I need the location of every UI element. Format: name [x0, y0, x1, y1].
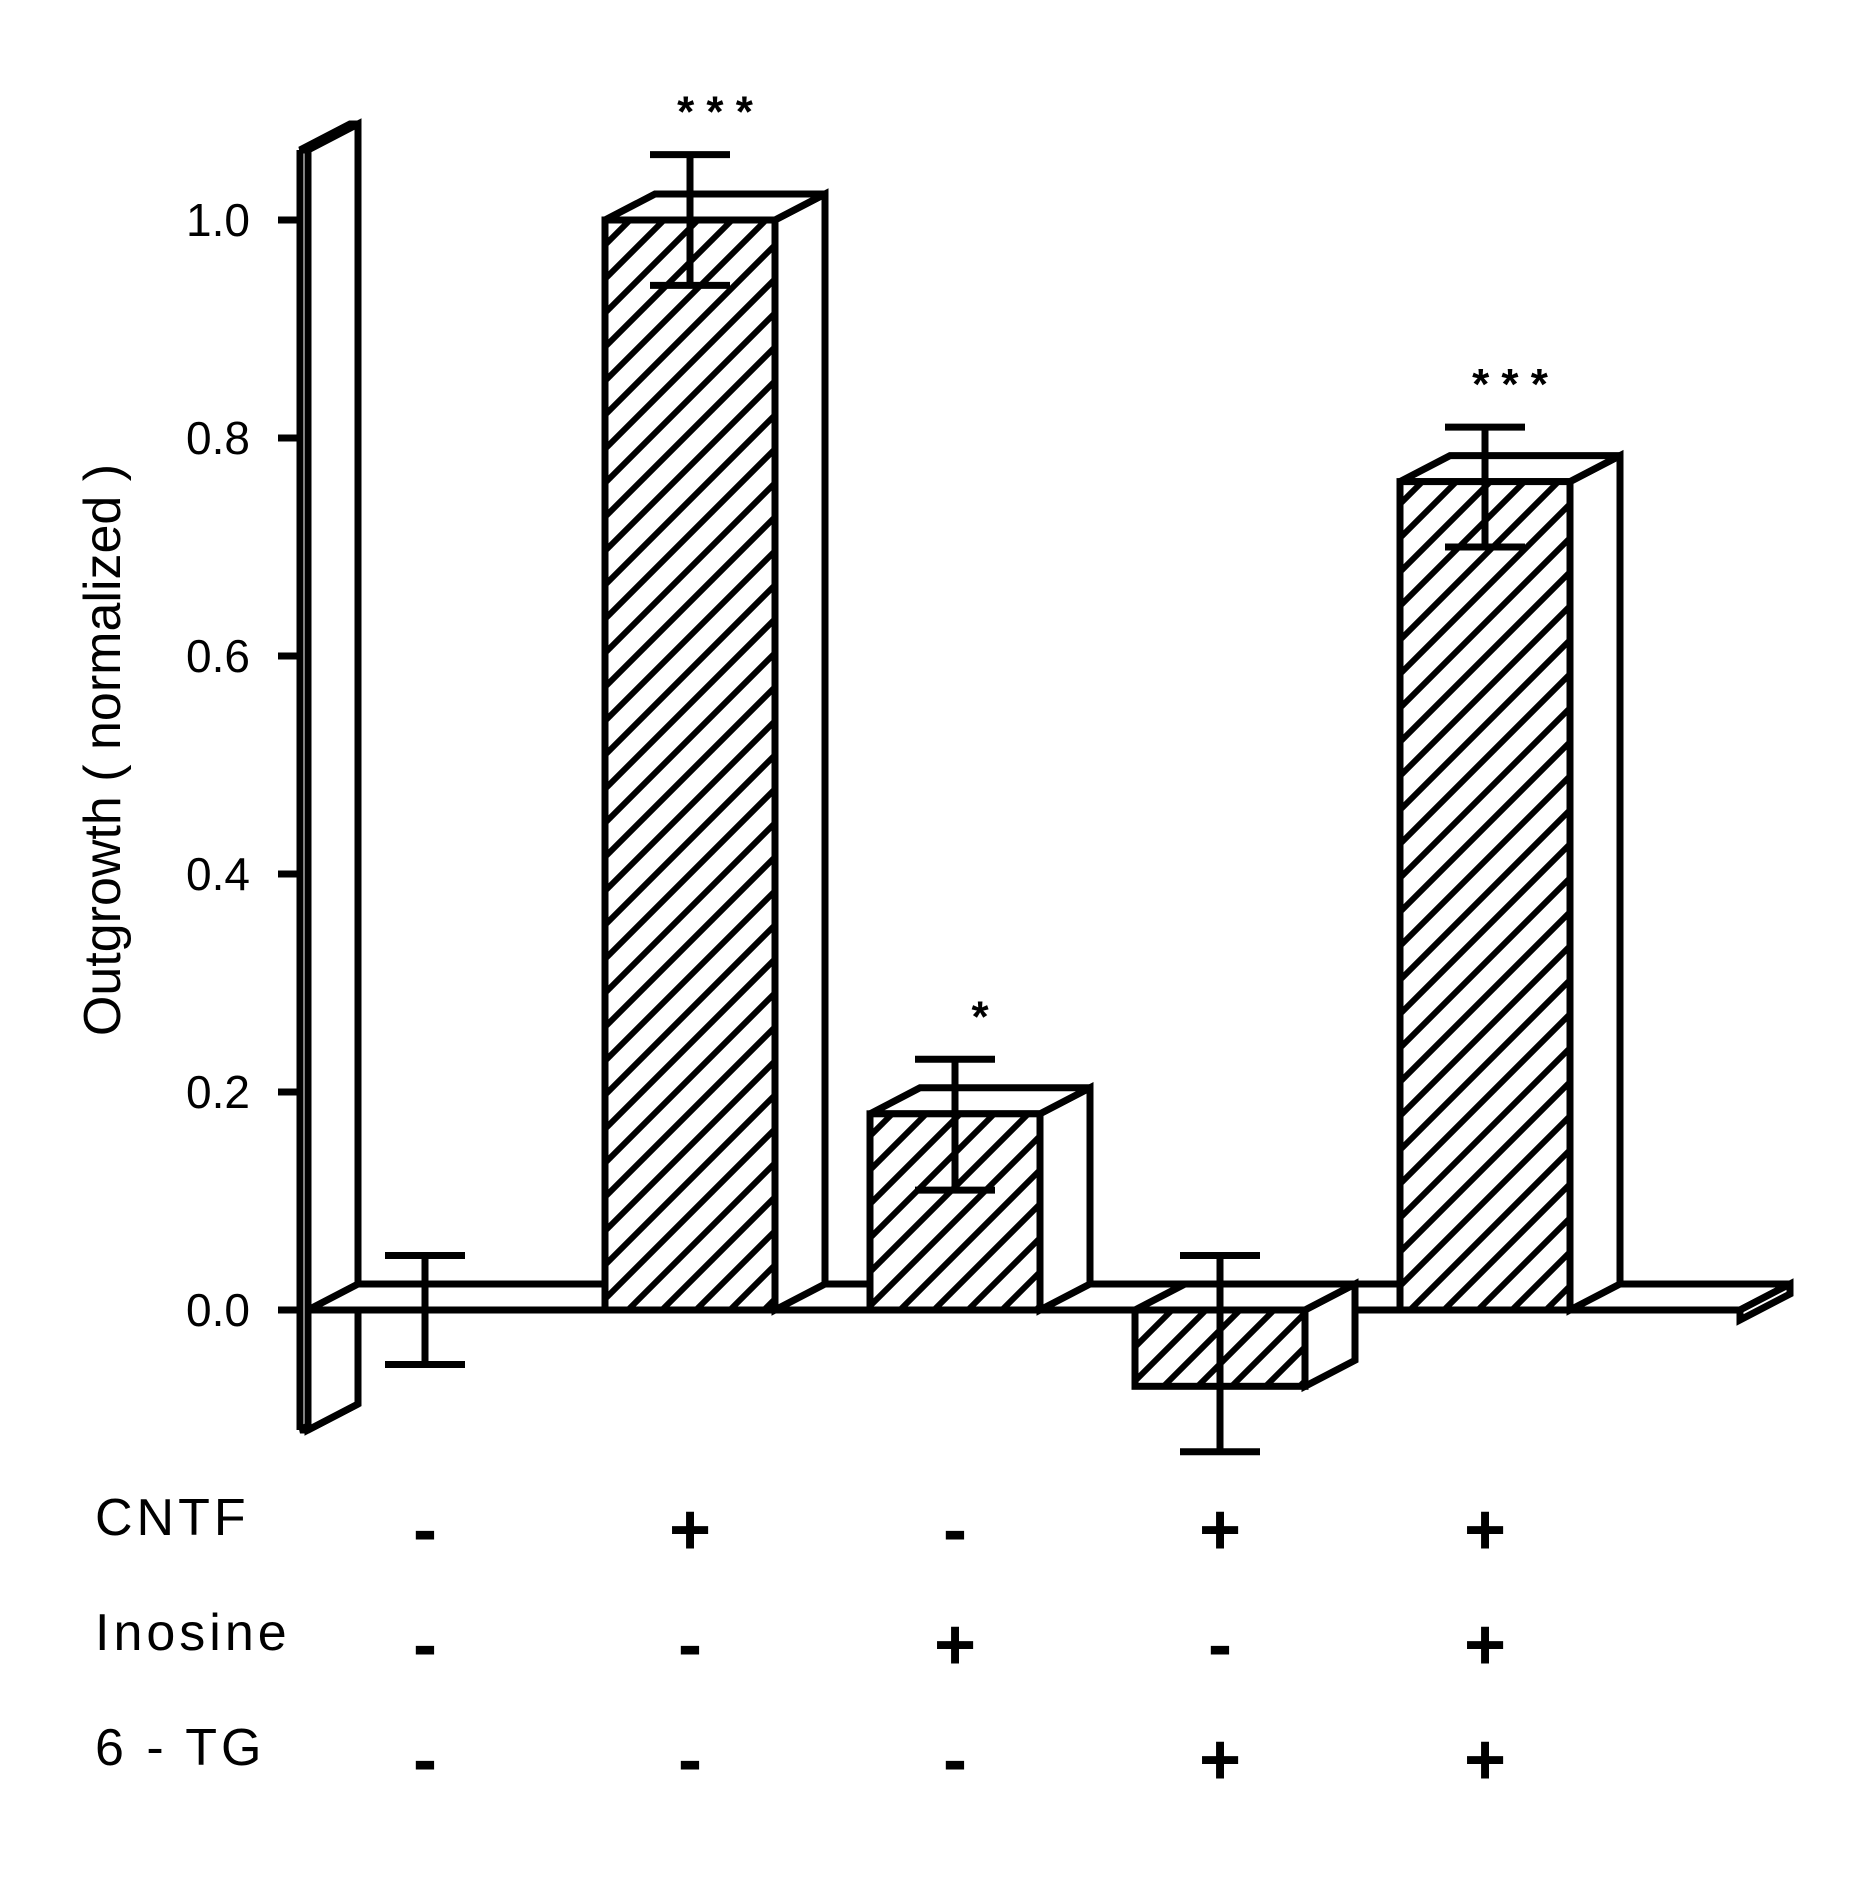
bar-chart: 0.0 0.2 0.4 0.6 0.8 1.0 Outgrowth ( normalized…: [0, 0, 1855, 1892]
condition-mark: +: [669, 1490, 711, 1570]
condition-mark: -: [413, 1605, 437, 1685]
condition-mark: -: [678, 1605, 702, 1685]
condition-mark: -: [678, 1720, 702, 1800]
bar: * * *: [605, 88, 825, 1310]
condition-mark: -: [413, 1490, 437, 1570]
condition-mark: +: [1464, 1605, 1506, 1685]
condition-row-label: Inosine: [95, 1604, 291, 1662]
significance-marker: * * *: [677, 88, 754, 137]
condition-mark: +: [1464, 1720, 1506, 1800]
significance-marker: * * *: [1472, 360, 1549, 409]
condition-mark: +: [934, 1605, 976, 1685]
condition-row-label: CNTF: [95, 1489, 250, 1547]
condition-mark: +: [1199, 1720, 1241, 1800]
condition-mark: -: [413, 1720, 437, 1800]
condition-row-label: 6 - TG: [95, 1719, 265, 1777]
condition-mark: -: [943, 1720, 967, 1800]
condition-mark: -: [1208, 1605, 1232, 1685]
condition-mark: +: [1464, 1490, 1506, 1570]
significance-marker: *: [971, 992, 989, 1041]
bar: *: [870, 992, 1090, 1310]
ytick-label: 1.0: [186, 194, 250, 246]
ytick-label: 0.6: [186, 630, 250, 682]
condition-mark: -: [943, 1490, 967, 1570]
ytick-label: 0.2: [186, 1066, 250, 1118]
bar: * * *: [1400, 360, 1620, 1310]
ytick-label: 0.8: [186, 412, 250, 464]
ytick-label: 0.0: [186, 1284, 250, 1336]
y-axis-label: Outgrowth ( normalized ): [74, 464, 132, 1036]
condition-mark: +: [1199, 1490, 1241, 1570]
ytick-label: 0.4: [186, 848, 250, 900]
